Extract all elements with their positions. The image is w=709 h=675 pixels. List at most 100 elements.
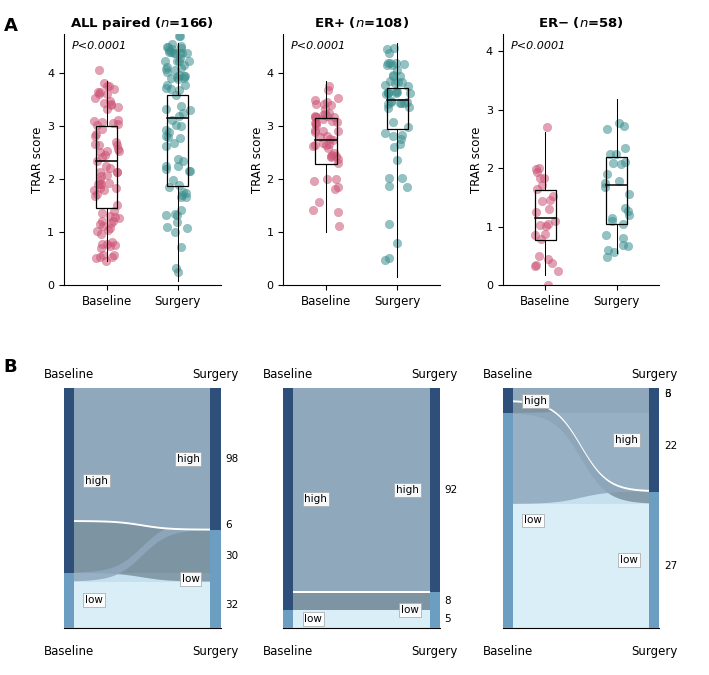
Point (166, 84, 177, 95)
Point (96, 239, 108, 250)
Point (108, 250, 120, 261)
Point (173, 70, 184, 80)
Point (172, 209, 183, 220)
Point (323, 138, 335, 149)
Point (171, 90, 182, 101)
Point (94, 219, 106, 230)
Point (395, 97, 406, 108)
Point (106, 99, 117, 109)
Point (96, 228, 107, 239)
Point (108, 83, 120, 94)
Point (603, 244, 614, 255)
Point (333, 92, 344, 103)
Point (613, 176, 625, 186)
Point (101, 256, 112, 267)
Point (109, 240, 121, 250)
Point (379, 80, 391, 90)
Text: Baseline: Baseline (483, 368, 533, 381)
Y-axis label: TRAR score: TRAR score (250, 126, 264, 192)
Point (172, 267, 183, 277)
Text: A: A (4, 17, 18, 35)
Point (101, 169, 113, 180)
Point (395, 71, 406, 82)
Point (382, 87, 393, 98)
Point (311, 112, 322, 123)
Point (104, 211, 116, 221)
Polygon shape (294, 388, 430, 592)
Point (332, 126, 343, 136)
Point (113, 119, 124, 130)
Text: low: low (182, 574, 199, 584)
Point (162, 221, 173, 232)
Point (613, 118, 624, 129)
Text: Surgery: Surgery (631, 368, 678, 381)
Point (176, 40, 187, 51)
Point (622, 206, 633, 217)
Text: high: high (85, 476, 108, 485)
Bar (211, 530, 220, 628)
Text: low: low (524, 516, 542, 525)
Point (167, 38, 178, 49)
Text: 8: 8 (445, 596, 452, 606)
Point (623, 240, 634, 251)
Text: Baseline: Baseline (483, 645, 533, 657)
Polygon shape (513, 401, 649, 504)
Point (96, 215, 108, 226)
Point (330, 151, 342, 161)
Point (174, 48, 186, 59)
Point (99, 185, 110, 196)
Bar (430, 592, 440, 628)
Point (618, 121, 630, 132)
Point (94, 182, 105, 193)
Point (315, 132, 326, 142)
Point (546, 257, 557, 268)
Point (320, 140, 331, 151)
Point (327, 150, 338, 161)
Point (544, 203, 555, 214)
Point (111, 200, 122, 211)
Point (333, 153, 344, 164)
Point (403, 122, 414, 132)
Point (94, 178, 105, 189)
Point (322, 131, 333, 142)
Point (97, 221, 108, 232)
Bar (503, 413, 513, 628)
Text: B: B (4, 358, 17, 376)
Point (552, 265, 564, 276)
Bar (430, 388, 440, 592)
Point (381, 88, 392, 99)
Point (113, 146, 124, 157)
Point (96, 207, 108, 218)
Point (111, 140, 123, 151)
Y-axis label: TRAR score: TRAR score (470, 126, 483, 192)
Point (401, 97, 412, 107)
Point (609, 246, 620, 257)
Point (94, 167, 106, 178)
Point (99, 150, 111, 161)
Bar (283, 610, 294, 628)
Point (323, 80, 335, 91)
Point (384, 48, 395, 59)
Bar (294, 388, 430, 610)
Point (161, 42, 172, 53)
Point (403, 101, 414, 112)
Point (402, 80, 413, 91)
Point (607, 157, 618, 168)
Point (171, 72, 182, 82)
Point (107, 237, 118, 248)
Point (310, 124, 321, 135)
Point (104, 223, 116, 234)
Polygon shape (74, 520, 211, 531)
Point (110, 137, 121, 148)
Point (393, 139, 405, 150)
Point (533, 250, 545, 261)
Point (173, 161, 184, 171)
Point (111, 183, 122, 194)
Point (623, 189, 635, 200)
Point (396, 77, 408, 88)
Text: Surgery: Surgery (192, 645, 239, 657)
Point (167, 115, 178, 126)
Text: low: low (401, 605, 419, 615)
Point (308, 176, 320, 187)
Point (311, 119, 322, 130)
